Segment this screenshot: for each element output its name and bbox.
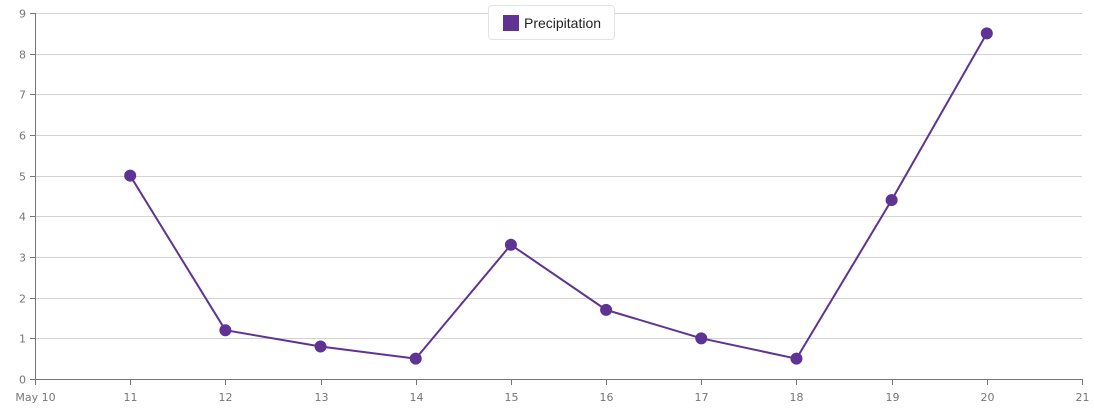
data-point-marker[interactable] <box>314 340 327 353</box>
x-tick-label: 18 <box>790 391 804 404</box>
y-tick-label: 2 <box>19 293 26 306</box>
data-point-marker[interactable] <box>124 169 137 182</box>
data-point-marker[interactable] <box>980 27 993 40</box>
data-point-marker[interactable] <box>885 194 898 207</box>
horizontal-gridlines <box>35 13 1082 339</box>
x-tick-label: 14 <box>410 391 424 404</box>
y-tick-label: 9 <box>19 8 26 21</box>
y-tick-label: 7 <box>19 89 26 102</box>
data-point-marker[interactable] <box>790 352 803 365</box>
x-tick-label: 19 <box>886 391 900 404</box>
legend: Precipitation <box>488 5 616 40</box>
data-point-marker[interactable] <box>600 303 613 316</box>
x-tick-label: 20 <box>981 391 995 404</box>
x-axis: May 10 11 12 13 14 15 16 17 18 19 20 21 <box>15 379 1090 404</box>
x-tick-label: 12 <box>219 391 233 404</box>
x-tick-label: 16 <box>600 391 614 404</box>
x-tick-label: 11 <box>124 391 138 404</box>
y-axis: 0 1 2 3 4 5 6 7 8 9 <box>19 8 36 387</box>
legend-label-precipitation: Precipitation <box>524 14 602 31</box>
x-tick-label: May 10 <box>15 391 55 404</box>
y-tick-label: 5 <box>19 171 26 184</box>
series-line <box>129 32 988 360</box>
series-precipitation <box>124 27 993 365</box>
x-tick-label: 13 <box>315 391 329 404</box>
data-point-marker[interactable] <box>695 332 708 345</box>
data-point-marker[interactable] <box>219 324 232 337</box>
data-point-marker[interactable] <box>504 238 517 251</box>
y-tick-label: 6 <box>19 130 26 143</box>
y-tick-label: 4 <box>19 211 26 224</box>
y-tick-label: 3 <box>19 252 26 265</box>
data-point-marker[interactable] <box>409 352 422 365</box>
x-tick-label: 15 <box>505 391 519 404</box>
y-tick-label: 1 <box>19 333 26 346</box>
x-tick-label: 21 <box>1076 391 1090 404</box>
x-tick-label: 17 <box>695 391 709 404</box>
y-tick-label: 8 <box>19 49 26 62</box>
legend-swatch-precipitation <box>503 14 519 31</box>
y-tick-label: 0 <box>19 374 26 387</box>
